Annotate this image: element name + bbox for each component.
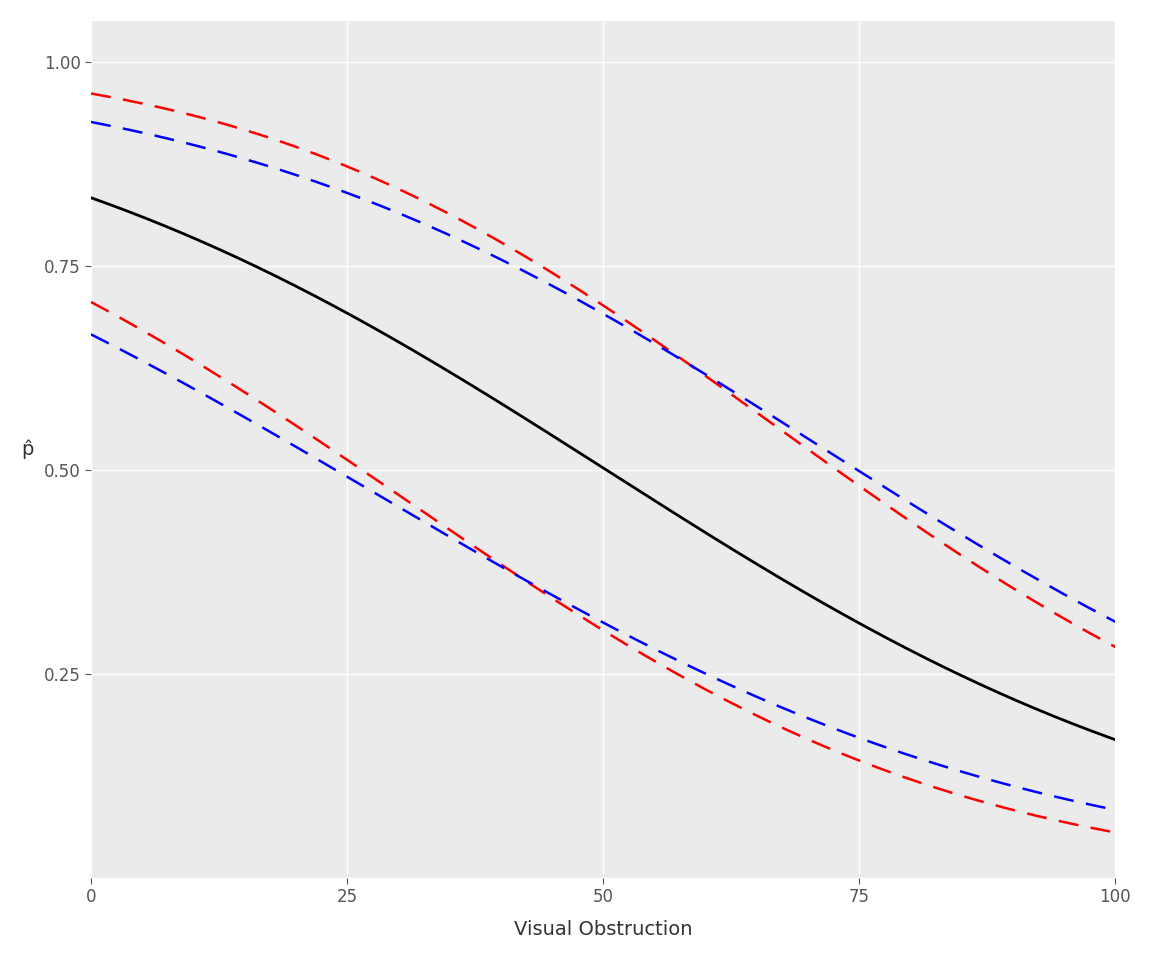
Y-axis label: p̂: p̂ [21,440,33,459]
X-axis label: Visual Obstruction: Visual Obstruction [514,921,692,939]
